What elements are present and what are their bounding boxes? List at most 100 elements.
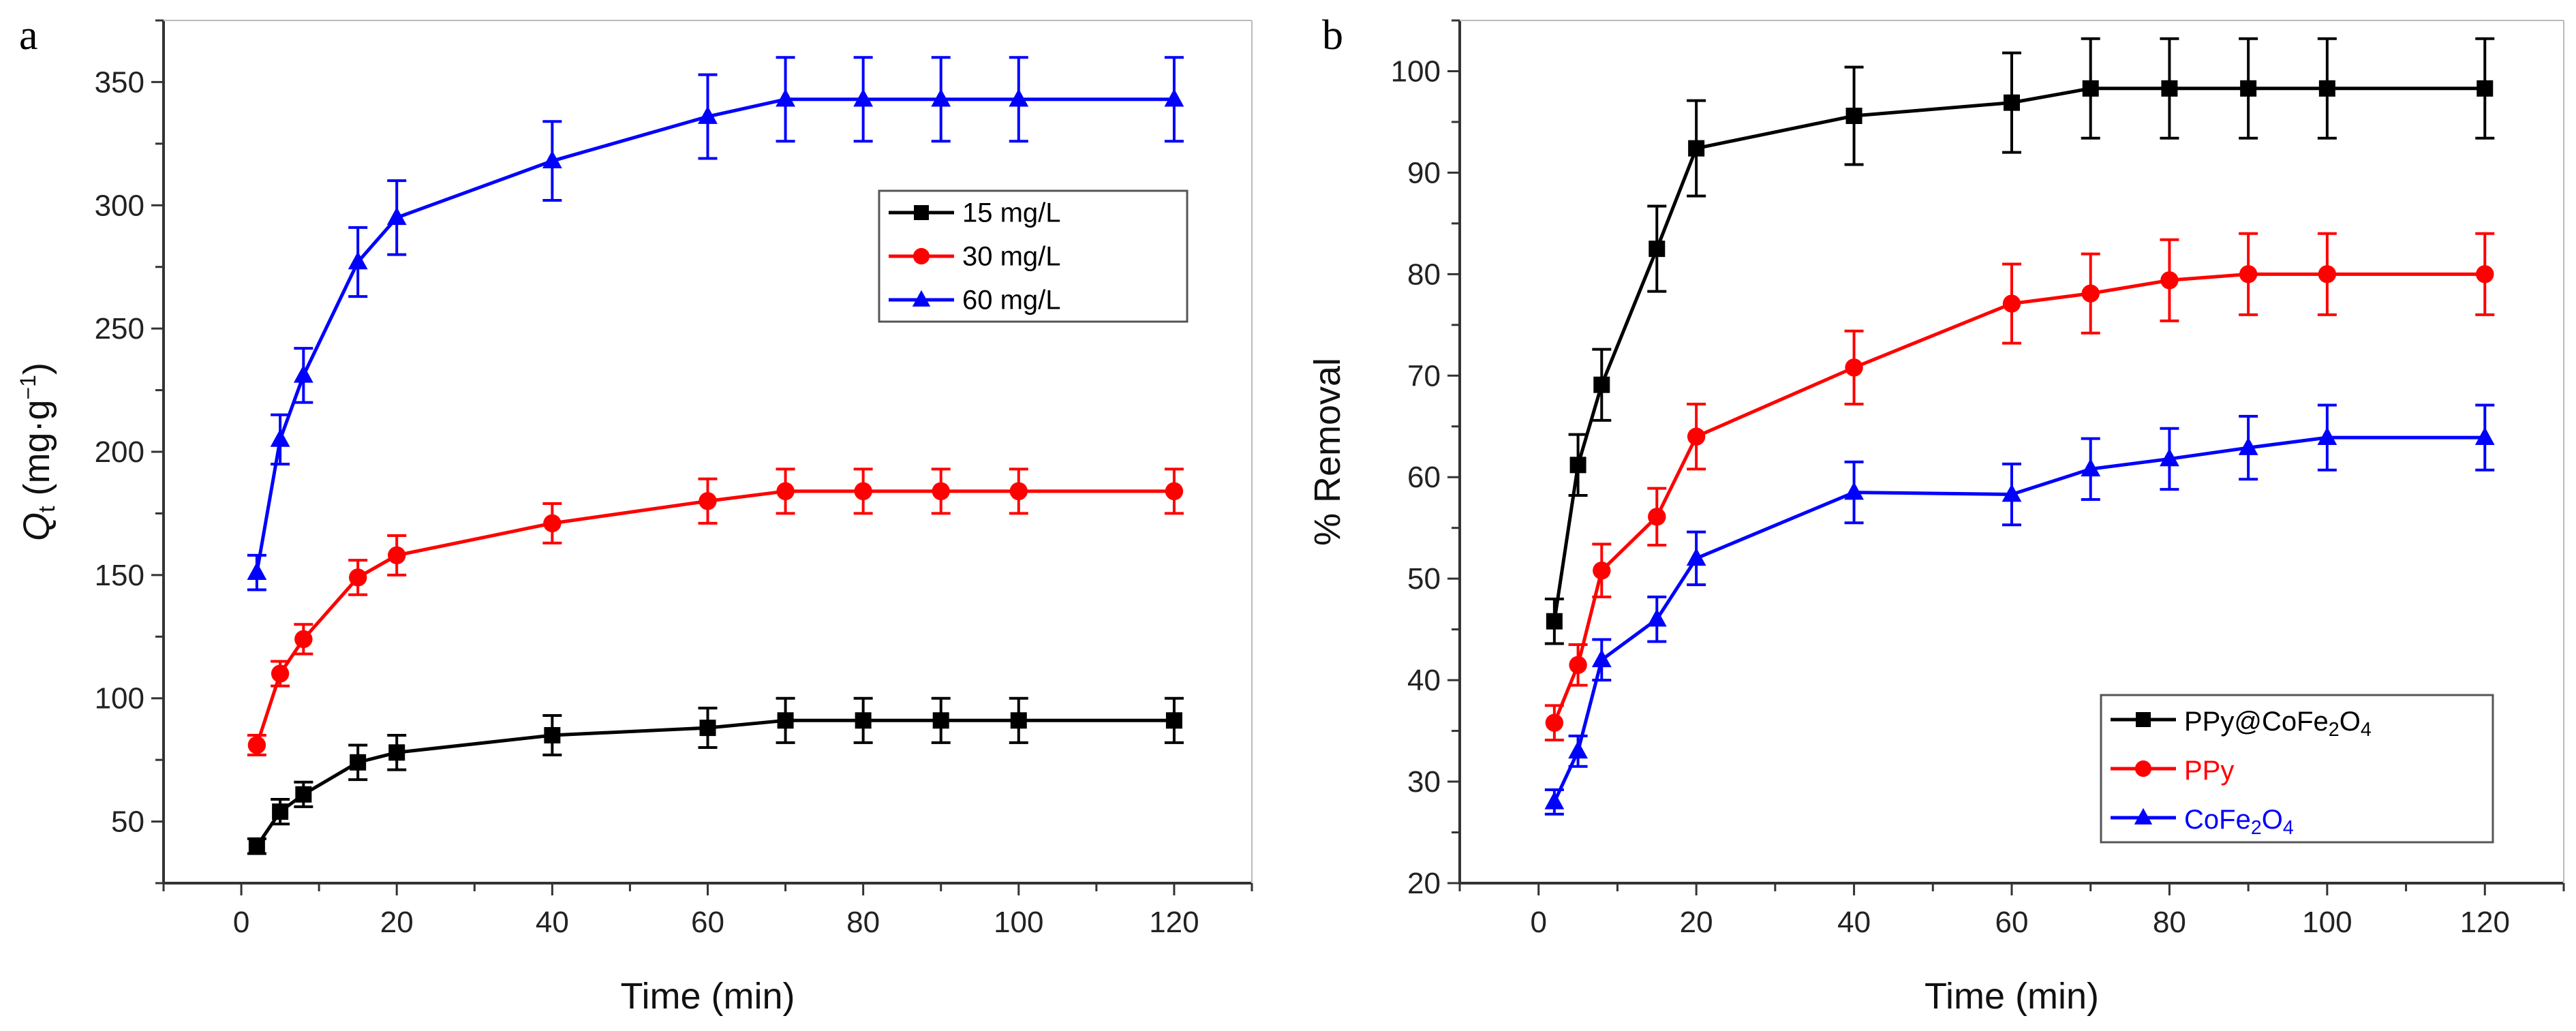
y-tick-label: 80 xyxy=(1407,258,1441,291)
legend-label: PPy@CoFe2O4 xyxy=(2184,707,2372,741)
marker-triangle xyxy=(1164,89,1184,107)
legend-text: PPy xyxy=(2184,756,2234,786)
marker-triangle xyxy=(2160,448,2179,467)
marker-triangle xyxy=(2002,483,2022,502)
marker-circle xyxy=(2160,271,2179,290)
marker-square xyxy=(2136,712,2151,727)
panel-label: a xyxy=(19,12,38,59)
y-tick-label: 30 xyxy=(1407,765,1441,799)
chart-panel-a: 0 20 40 60 80 100 120 50 100 150 200 250 300 350 Time … xyxy=(16,12,1253,1017)
x-tick-label: 20 xyxy=(1680,906,1713,939)
marker-circle xyxy=(932,482,950,501)
x-tick-label: 120 xyxy=(2460,906,2510,939)
series-line xyxy=(1552,272,2485,724)
series-15-mg-l xyxy=(247,696,1184,855)
y-title-close: ) xyxy=(16,363,57,375)
marker-circle xyxy=(1165,482,1184,501)
marker-circle xyxy=(2081,284,2100,303)
marker-triangle xyxy=(293,365,313,383)
marker-triangle xyxy=(270,429,290,447)
legend-subscript: 2 xyxy=(2329,719,2340,741)
series-cofe2o4 xyxy=(1544,403,2495,816)
marker-circle xyxy=(348,568,367,587)
marker-square xyxy=(1649,241,1666,258)
marker-square xyxy=(295,786,312,803)
series-line xyxy=(255,718,1174,848)
marker-circle xyxy=(2239,265,2258,283)
y-tick-label: 150 xyxy=(95,559,144,592)
marker-triangle xyxy=(931,89,951,107)
y-tick-label: 40 xyxy=(1407,664,1441,697)
x-tick-label: 0 xyxy=(233,906,249,939)
y-tick-label: 250 xyxy=(95,312,144,345)
series-line xyxy=(1552,87,2485,622)
y-tick-label: 350 xyxy=(95,65,144,99)
marker-triangle xyxy=(542,150,562,168)
marker-circle xyxy=(388,546,406,565)
x-tick-label: 40 xyxy=(1837,906,1871,939)
marker-triangle xyxy=(776,89,795,107)
marker-circle xyxy=(1593,561,1611,580)
marker-triangle xyxy=(2081,458,2101,477)
y-tick-label: 300 xyxy=(95,189,144,222)
x-axis-title: Time (min) xyxy=(621,976,795,1017)
x-tick-label: 40 xyxy=(536,906,569,939)
marker-circle xyxy=(271,664,290,683)
marker-square xyxy=(777,712,794,729)
legend-label: 30 mg/L xyxy=(962,242,1061,272)
marker-square xyxy=(855,712,872,729)
marker-square xyxy=(350,754,367,771)
x-tick-label: 20 xyxy=(380,906,414,939)
marker-triangle xyxy=(1591,649,1612,668)
legend-subscript: 2 xyxy=(2251,817,2262,839)
y-title-symbol: Q xyxy=(16,512,57,541)
marker-square xyxy=(1569,457,1586,474)
marker-triangle xyxy=(2474,427,2495,445)
legend: 15 mg/L 30 mg/L 60 mg/L xyxy=(878,189,1189,323)
y-tick-label: 50 xyxy=(1407,562,1441,596)
y-tick-label: 70 xyxy=(1407,359,1441,393)
y-axis-title: Qt (mg·g−1) xyxy=(16,363,60,541)
series-line xyxy=(255,97,1174,573)
marker-triangle xyxy=(2238,437,2258,455)
marker-triangle xyxy=(853,89,874,107)
y-axis-title: % Removal xyxy=(1307,358,1348,546)
marker-circle xyxy=(2002,294,2021,313)
marker-square xyxy=(2004,94,2020,111)
marker-circle xyxy=(699,492,717,510)
marker-circle xyxy=(1648,508,1666,526)
y-tick-label: 200 xyxy=(95,435,144,469)
marker-square xyxy=(914,205,929,220)
marker-triangle xyxy=(2134,807,2153,825)
marker-triangle xyxy=(698,106,718,124)
marker-triangle xyxy=(912,290,931,307)
marker-circle xyxy=(247,736,266,754)
legend-text: O xyxy=(2262,805,2283,835)
marker-triangle xyxy=(247,561,267,581)
legend-label: 60 mg/L xyxy=(962,286,1061,316)
marker-circle xyxy=(1569,656,1587,674)
series-60-mg-l xyxy=(247,56,1184,591)
x-tick-label: 60 xyxy=(691,906,724,939)
marker-circle xyxy=(294,630,313,649)
legend-text: PPy@CoFe xyxy=(2184,707,2329,737)
marker-circle xyxy=(776,482,795,501)
marker-triangle xyxy=(348,251,368,270)
marker-triangle xyxy=(1544,791,1565,810)
marker-circle xyxy=(1845,358,1863,377)
marker-square xyxy=(1165,712,1182,729)
marker-square xyxy=(1845,108,1862,125)
marker-circle xyxy=(913,247,930,265)
marker-triangle xyxy=(1646,609,1667,627)
legend-text: O xyxy=(2340,707,2361,737)
y-tick-label: 20 xyxy=(1407,867,1441,900)
marker-square xyxy=(2240,80,2257,97)
y-tick-label: 50 xyxy=(111,805,144,839)
legend-label: PPy xyxy=(2184,756,2234,786)
marker-circle xyxy=(2476,265,2494,283)
panel-label: b xyxy=(1322,12,1343,59)
marker-circle xyxy=(854,482,872,501)
marker-circle xyxy=(543,514,562,533)
